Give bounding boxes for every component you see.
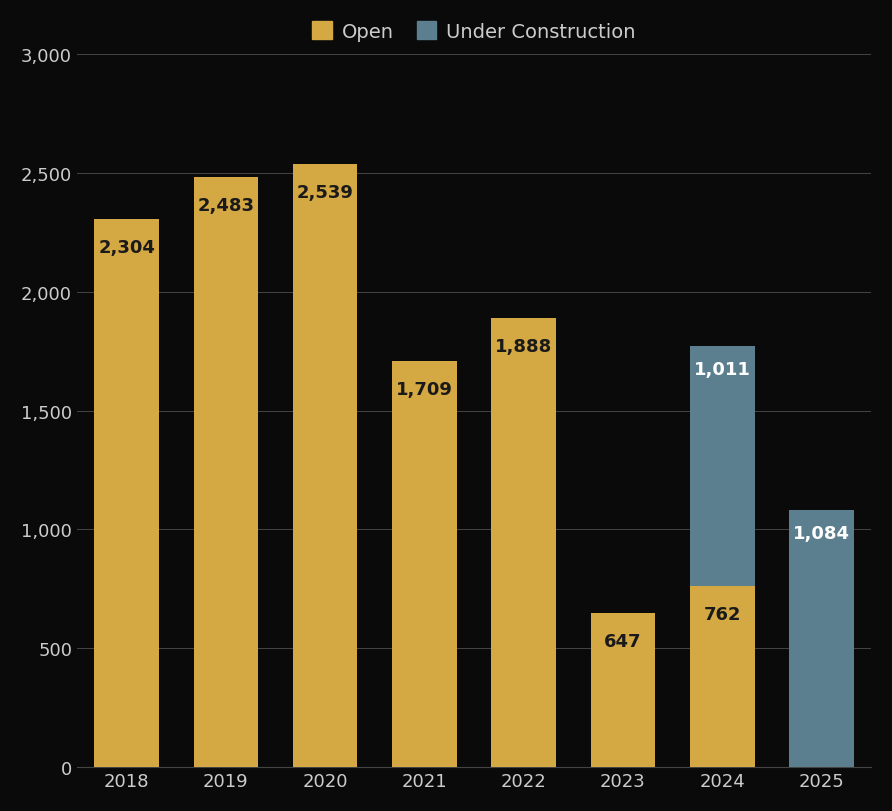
Text: 1,709: 1,709 <box>396 380 453 398</box>
Text: 2,483: 2,483 <box>197 196 254 215</box>
Text: 647: 647 <box>604 633 641 650</box>
Bar <box>591 614 656 767</box>
Bar <box>690 586 755 767</box>
Bar <box>491 319 556 767</box>
Bar <box>95 220 159 767</box>
Text: 762: 762 <box>704 605 741 624</box>
Text: 2,539: 2,539 <box>297 183 353 201</box>
Bar <box>392 362 457 767</box>
Bar <box>194 178 258 767</box>
Bar <box>690 346 755 586</box>
Bar <box>789 510 854 767</box>
Text: 2,304: 2,304 <box>98 239 155 257</box>
Text: 1,011: 1,011 <box>694 361 751 379</box>
Bar <box>293 165 358 767</box>
Text: 1,888: 1,888 <box>495 338 552 356</box>
Legend: Open, Under Construction: Open, Under Construction <box>305 15 643 49</box>
Text: 1,084: 1,084 <box>793 524 850 542</box>
